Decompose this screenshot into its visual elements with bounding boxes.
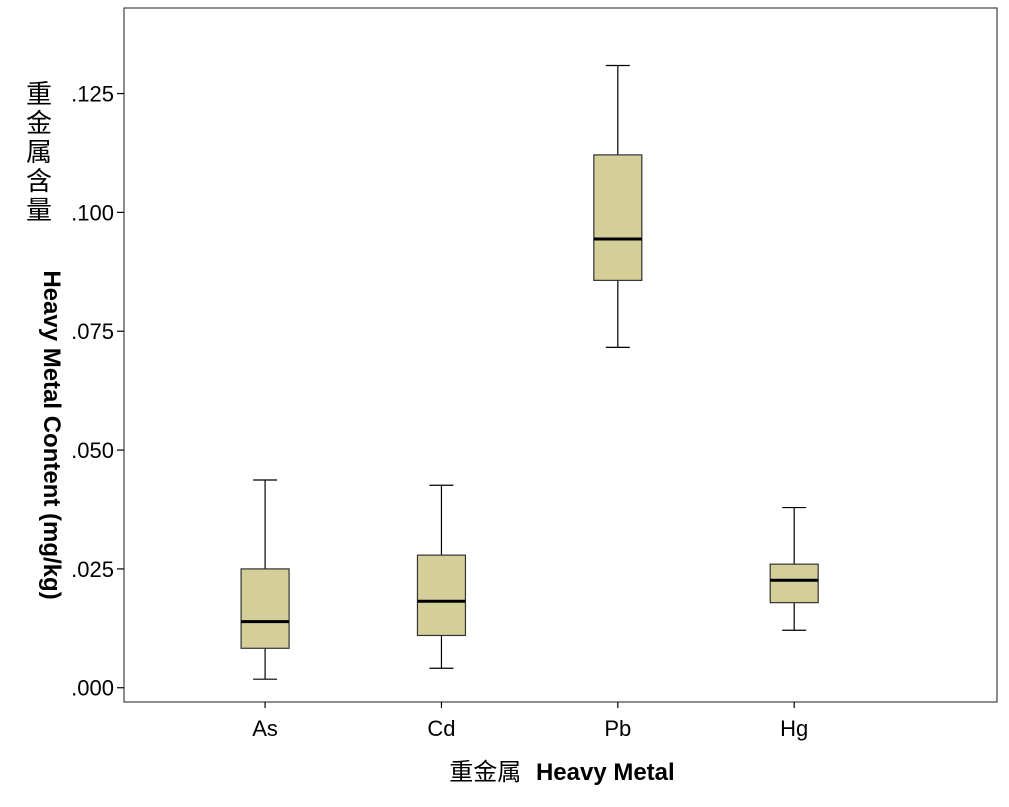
x-axis-title: 重金属 Heavy Metal: [449, 758, 674, 786]
y-tick-label: .100: [71, 200, 114, 225]
box-iqr: [769, 563, 819, 604]
y-axis-title-en: Heavy Metal Content (mg/kg): [38, 270, 65, 599]
box-iqr: [240, 568, 290, 649]
x-tick-label: Hg: [780, 716, 808, 741]
box-iqr: [593, 154, 643, 281]
x-tick-label: As: [252, 716, 278, 741]
y-axis-title-cjk-char: 含: [26, 167, 52, 197]
y-axis-title-cjk-char: 量: [26, 196, 52, 226]
y-axis-title-cjk-char: 属: [26, 138, 52, 168]
x-tick-label: Cd: [427, 716, 455, 741]
y-axis-title-cjk-char: 金: [26, 109, 52, 139]
box-pb: [593, 64, 643, 348]
x-axis-title-cjk: 重金属: [449, 758, 521, 786]
box-iqr: [416, 554, 467, 637]
box-series: [240, 64, 819, 680]
x-tick-label: Pb: [604, 716, 631, 741]
y-axis: .000 .025 .050 .075 .100 .125: [71, 82, 124, 701]
y-axis-title-cjk-char: 重: [26, 80, 52, 110]
y-tick-label: .075: [71, 319, 114, 344]
y-tick-label: .025: [71, 557, 114, 582]
box-as: [240, 479, 290, 680]
box-hg: [769, 506, 819, 631]
x-axis: As Cd Pb Hg: [252, 702, 808, 741]
y-tick-label: .000: [71, 676, 114, 701]
y-tick-label: .125: [71, 82, 114, 107]
box-cd: [416, 484, 467, 669]
x-axis-title-en: Heavy Metal: [536, 759, 675, 786]
y-tick-label: .050: [71, 438, 114, 463]
